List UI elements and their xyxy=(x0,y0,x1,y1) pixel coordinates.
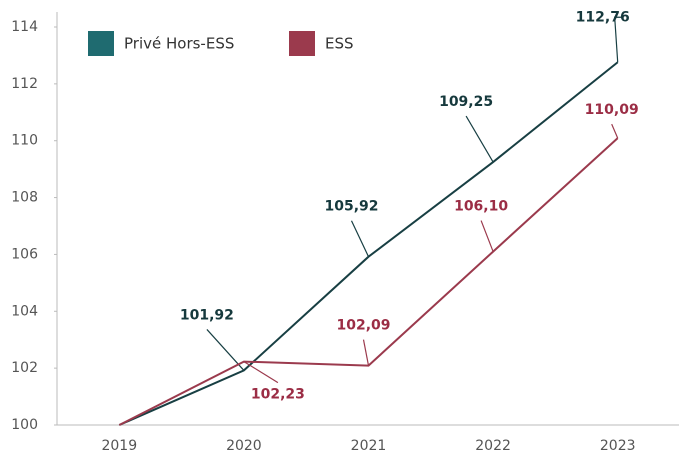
legend-swatch xyxy=(88,31,114,56)
leader-line xyxy=(243,361,279,384)
x-tick-label: 2023 xyxy=(600,438,636,454)
data-label: 109,25 xyxy=(439,94,493,110)
x-tick-label: 2022 xyxy=(475,438,511,454)
leader-line xyxy=(362,339,370,366)
data-label: 112,76 xyxy=(576,9,630,25)
leader-line xyxy=(611,123,619,139)
y-tick-label: 100 xyxy=(11,417,38,433)
y-tick-label: 106 xyxy=(11,246,38,262)
y-tick-label: 112 xyxy=(11,76,38,92)
legend-label: ESS xyxy=(325,35,354,53)
data-label: 106,10 xyxy=(454,199,508,215)
line xyxy=(118,61,619,426)
y-tick-label: 114 xyxy=(11,19,38,35)
y-tick-label: 110 xyxy=(11,133,38,149)
leader-line xyxy=(206,329,245,371)
leader-line xyxy=(350,220,370,257)
data-label: 102,09 xyxy=(336,318,390,334)
x-tick-label: 2020 xyxy=(226,438,262,454)
y-tick-label: 104 xyxy=(11,303,38,319)
x-tick-label: 2019 xyxy=(101,438,137,454)
line xyxy=(118,137,619,426)
leader-line xyxy=(614,16,623,63)
leader-line xyxy=(465,115,494,163)
data-label: 102,23 xyxy=(251,387,305,403)
x-tick-label: 2021 xyxy=(351,438,387,454)
data-label: 110,09 xyxy=(585,102,639,118)
leader-line xyxy=(480,220,494,252)
y-tick-label: 108 xyxy=(11,190,38,206)
y-tick-label: 102 xyxy=(11,360,38,376)
legend-swatch xyxy=(289,31,315,56)
legend-label: Privé Hors-ESS xyxy=(124,35,234,53)
data-label: 101,92 xyxy=(180,307,234,323)
data-label: 105,92 xyxy=(324,199,378,215)
